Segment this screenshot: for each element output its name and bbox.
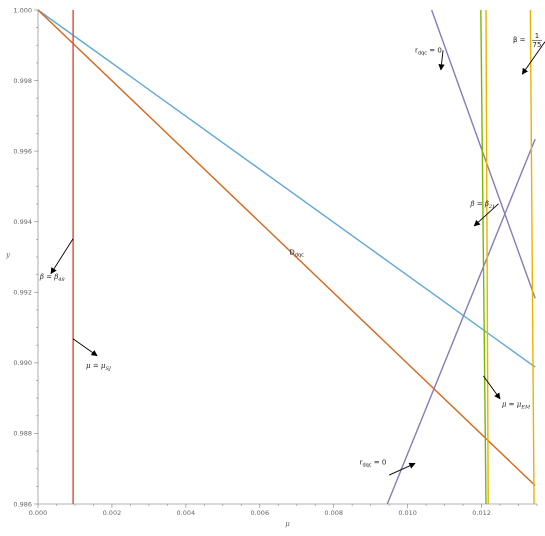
annotation-label: μ = μSJ: [86, 362, 112, 372]
annotation-mu-sj: μ = μSJ: [72, 338, 112, 372]
annotation-arrow: [438, 50, 445, 71]
annotations-group: rdqc = 0 β = 175 β = β21 Ddqc β = β48 μ = μSJ…: [39, 32, 545, 476]
y-tick-label: 0.986: [13, 500, 32, 508]
annotation-arrow: [72, 338, 98, 357]
annotation-label: rdqc = 0: [415, 46, 442, 56]
annotation-beta-21: β = β21: [469, 200, 499, 227]
x-tick-label: 0.006: [250, 509, 269, 517]
y-tick-label: 0.990: [13, 359, 32, 367]
annotation-arrow: [483, 375, 501, 400]
y-tick-label: 0.994: [13, 218, 32, 226]
annotation-label: β = β21: [469, 200, 495, 210]
annotation-r-dqc-top: rdqc = 0: [415, 46, 445, 71]
x-tick-label: 0.008: [324, 509, 343, 517]
annotation-label: β =: [513, 36, 526, 44]
y-tick-label: 0.996: [13, 147, 32, 155]
fraction-denominator: 75: [533, 41, 542, 49]
annotation-arrow: [50, 238, 74, 275]
y-tick-label: 0.992: [13, 289, 32, 297]
annotation-arrow: [521, 41, 545, 75]
fraction-numerator: 1: [535, 32, 539, 40]
annotation-arrow: [388, 462, 416, 476]
x-tick-label: 0.000: [29, 509, 48, 517]
series-group: [37, 9, 536, 505]
series-orange-line: [37, 9, 536, 487]
series-gold-vertical-a: [485, 9, 489, 505]
y-tick-label: 1.000: [13, 6, 32, 14]
series-blue-line: [37, 9, 536, 368]
annotation-label: β = β48: [39, 273, 65, 283]
series-green-vertical: [480, 9, 487, 505]
annotation-label: Ddqc: [289, 249, 304, 259]
y-tick-label: 0.998: [13, 77, 32, 85]
annotation-beta-75: β = 175: [513, 32, 545, 75]
annotation-r-dqc-bottom: rdqc = 0: [360, 458, 416, 476]
annotation-mu-em: μ = μEM: [483, 375, 531, 410]
axes: 0.000 0.002 0.004 0.006 0.008 0.010 0.012 0.986…: [13, 6, 538, 517]
series-purple-falling: [431, 9, 536, 299]
y-tick-label: 0.988: [13, 430, 32, 438]
x-tick-label: 0.012: [472, 509, 491, 517]
x-axis-label: μ: [285, 520, 290, 528]
annotation-label: rdqc = 0: [360, 458, 387, 468]
series-gold-vertical-b: [529, 9, 535, 505]
x-tick-label: 0.002: [103, 509, 122, 517]
series-purple-rising: [386, 138, 536, 505]
annotation-label: μ = μEM: [502, 400, 531, 410]
x-tick-label: 0.004: [177, 509, 196, 517]
annotation-arrow: [473, 203, 499, 227]
y-axis-label: y: [5, 251, 11, 259]
x-tick-label: 0.010: [398, 509, 417, 517]
annotation-d-dqc: Ddqc: [289, 249, 304, 259]
annotation-beta-48: β = β48: [39, 238, 74, 283]
